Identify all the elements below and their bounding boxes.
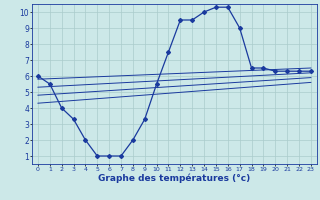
X-axis label: Graphe des températures (°c): Graphe des températures (°c) [98,173,251,183]
